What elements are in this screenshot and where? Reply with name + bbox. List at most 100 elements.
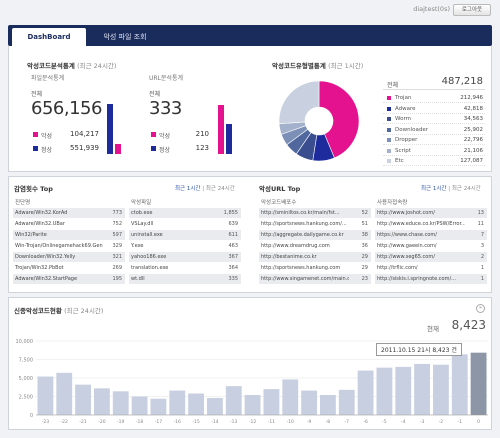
trend-bar[interactable]	[263, 389, 280, 415]
url-access-row[interactable]: http://www.joshot.com/13	[375, 208, 487, 218]
url-access-row[interactable]: http://trflic.com/1	[375, 263, 487, 273]
url-dist-row[interactable]: http://aggregate.dailygame.co.kr 38	[259, 230, 371, 240]
infections-link-day[interactable]: 최근 24시간	[205, 186, 235, 192]
infection-file-name: Y.exe	[131, 243, 144, 249]
urls-title: 악성URL Top	[259, 185, 301, 193]
trend-bar[interactable]	[169, 390, 186, 415]
chart-tooltip: 2011.10.15 21시 8,423 건	[376, 343, 462, 356]
infection-name-row[interactable]: Win32/Parite 597	[13, 230, 125, 240]
url-access-row[interactable]: http://siskis.i.springnote.com/... 1	[375, 274, 487, 284]
trend-bar[interactable]	[112, 391, 129, 415]
urls-link-day[interactable]: 최근 24시간	[451, 186, 481, 192]
url-dist-count: 51	[361, 221, 368, 227]
url-normal-value: 123	[195, 144, 209, 152]
logout-button[interactable]: 로그아웃	[453, 4, 491, 16]
trend-bar[interactable]	[320, 395, 336, 415]
trend-bar[interactable]	[188, 393, 204, 415]
trend-bar[interactable]	[94, 388, 110, 415]
trend-bar[interactable]	[301, 390, 317, 415]
trend-bar[interactable]	[244, 395, 261, 415]
urls-col-dist: 악성코드배포수	[261, 200, 297, 206]
url-dist-row[interactable]: http://www.singamenet.com/main.og... 23	[259, 274, 371, 284]
infection-name-count: 773	[112, 210, 122, 216]
url-dist-row[interactable]: http://sminiltos.co.kr/main/fst... 52	[259, 208, 371, 218]
url-dist-name: http://sportsnews.hankung.com	[261, 265, 341, 271]
y-tick-label: 5,000	[19, 376, 33, 382]
url-access-count: 7	[480, 232, 484, 238]
trend-bar[interactable]	[338, 389, 355, 415]
trend-bar[interactable]	[395, 366, 412, 415]
trend-title: 신종악성코드현황 (최근 24시간)	[14, 307, 104, 315]
url-access-count: 13	[477, 210, 484, 216]
infection-file-count: 463	[228, 243, 238, 249]
trend-bar[interactable]	[433, 364, 449, 415]
trend-bar[interactable]	[75, 384, 91, 415]
type-legend-row: Trojan 212,946	[383, 94, 485, 103]
trend-bar[interactable]	[414, 363, 430, 415]
infection-file-row[interactable]: translation.exe 364	[129, 263, 241, 273]
x-tick-label: -14	[211, 419, 218, 425]
infection-file-count: 639	[228, 221, 238, 227]
url-dist-count: 23	[361, 276, 368, 282]
trend-bar[interactable]	[282, 379, 299, 415]
infection-name-row[interactable]: Trojan/Win32.PbBot 269	[13, 263, 125, 273]
trend-bar[interactable]	[376, 367, 393, 415]
url-dist-name: http://aggregate.dailygame.co.kr	[261, 232, 344, 238]
tab-dashboard[interactable]: DashBoard	[12, 28, 86, 46]
infection-file-row[interactable]: VSLay.dll 639	[129, 219, 241, 229]
url-access-row[interactable]: http://www.gaeein.com/3	[375, 241, 487, 251]
trend-bar[interactable]	[451, 354, 468, 415]
infection-name-name: Adware/Win32.KorAd	[15, 210, 68, 216]
type-name: Etc	[395, 158, 404, 164]
infection-name-row[interactable]: Adware/Win32.KorAd 773	[13, 208, 125, 218]
url-access-name: http://trflic.com/	[377, 265, 418, 271]
infection-file-row[interactable]: wt.dll 335	[129, 274, 241, 284]
user-id: diajtest(0s)	[413, 5, 450, 13]
trend-bar[interactable]	[131, 396, 148, 416]
x-tick-label: -4	[401, 419, 406, 425]
infection-name-row[interactable]: Adware/Win32.StartPage 195	[13, 274, 125, 284]
url-malicious-swatch	[151, 132, 156, 137]
trend-bar[interactable]	[470, 352, 487, 415]
infection-name-row[interactable]: Win-Trojan/Onlinegamehack69.Gen 329	[13, 241, 125, 251]
infection-name-row[interactable]: Adware/Win32.UBar 752	[13, 219, 125, 229]
infection-name-name: Win32/Parite	[15, 232, 47, 238]
trend-bar[interactable]	[37, 376, 54, 415]
url-access-row[interactable]: http://www.seg65.com/2	[375, 252, 487, 262]
url-access-name: http://www.joshot.com/	[377, 210, 435, 216]
infections-link-recent[interactable]: 최근 1시간	[175, 186, 201, 192]
urls-link-recent[interactable]: 최근 1시간	[421, 186, 447, 192]
infections-range: 최근 1시간 | 최근 24시간	[175, 186, 235, 192]
more-icon[interactable]: »	[476, 304, 485, 313]
url-dist-row[interactable]: http://www.dreamdrug.com 36	[259, 241, 371, 251]
type-swatch	[387, 127, 391, 132]
url-access-row[interactable]: http://www.educe.co.kr/PSW/Error... 11	[375, 219, 487, 229]
infection-file-row[interactable]: Y.exe 463	[129, 241, 241, 251]
x-tick-label: -5	[382, 419, 387, 425]
url-access-row[interactable]: https://www.chase.com/7	[375, 230, 487, 240]
infection-file-row[interactable]: ctob.exe 1,855	[129, 208, 241, 218]
url-dist-name: http://www.singamenet.com/main.og...	[261, 276, 349, 282]
infection-name-name: Downloader/Win32.Yelly	[15, 254, 76, 260]
type-name: Downloader	[395, 126, 428, 133]
file-normal-bar	[107, 104, 113, 154]
url-dist-row[interactable]: http://bestanime.co.kr 29	[259, 252, 371, 262]
infection-name-count: 321	[112, 254, 122, 260]
x-tick-label: -13	[230, 419, 237, 425]
trend-bar[interactable]	[207, 397, 223, 415]
tab-malware-search[interactable]: 악성 파일 조회	[103, 33, 147, 41]
trend-bar[interactable]	[56, 372, 73, 415]
trend-bar[interactable]	[357, 370, 374, 415]
infection-name-row[interactable]: Downloader/Win32.Yelly 321	[13, 252, 125, 262]
trend-bar[interactable]	[150, 398, 167, 415]
url-dist-row[interactable]: http://sportsnews.hankung.com/... 51	[259, 219, 371, 229]
infection-file-row[interactable]: uninstall.exe 611	[129, 230, 241, 240]
type-name: Trojan	[395, 95, 412, 101]
infection-file-row[interactable]: yahoo186.exe 367	[129, 252, 241, 262]
x-tick-label: -11	[268, 419, 275, 425]
url-dist-row[interactable]: http://sportsnews.hankung.com 29	[259, 263, 371, 273]
trend-bar[interactable]	[225, 386, 242, 415]
infection-name-name: Adware/Win32.StartPage	[15, 276, 78, 282]
file-normal-label: 정상	[41, 147, 53, 154]
